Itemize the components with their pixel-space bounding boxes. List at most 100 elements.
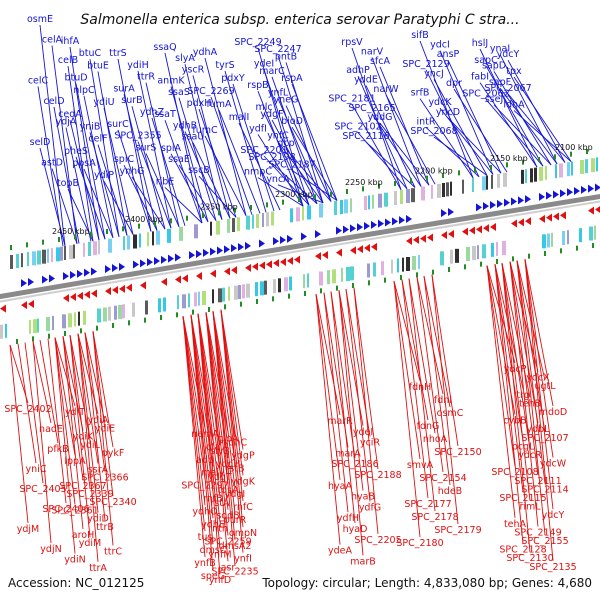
reverse-feature-block <box>194 292 197 307</box>
genome-summary-text: Topology: circular; Length: 4,833,080 bp… <box>261 576 592 590</box>
forward-gene-arrow <box>217 246 223 255</box>
reverse-leader-line <box>205 312 229 562</box>
reverse-gene-arrow <box>406 237 412 245</box>
forward-leader-line <box>447 60 502 174</box>
reverse-gene-label: ydcP <box>504 364 527 375</box>
forward-leader-line <box>83 95 114 238</box>
reverse-gene-arrow <box>245 263 251 272</box>
reverse-leader-line <box>54 337 76 407</box>
reverse-gene-label: rnfC <box>233 502 253 513</box>
reverse-gene-arrow <box>490 223 496 231</box>
forward-feature-block <box>462 179 464 194</box>
forward-gene-label: selD <box>30 137 51 148</box>
reverse-leader-line <box>77 333 99 513</box>
reverse-feature-block <box>97 308 101 323</box>
reverse-feature-block <box>198 291 200 306</box>
scale-tick <box>288 293 290 299</box>
reverse-gene-label: SPC_2339 <box>66 489 113 500</box>
forward-leader-line <box>83 168 114 239</box>
reverse-gene-arrow <box>63 294 69 303</box>
reverse-gene-arrow <box>350 246 356 255</box>
reverse-gene-arrow <box>231 266 237 275</box>
reverse-gene-label: ssrA <box>88 464 109 475</box>
reverse-leader-line <box>54 337 76 456</box>
forward-gene-label: slyA <box>175 53 195 64</box>
reverse-leader-line <box>393 280 421 460</box>
reverse-gene-label: SPC_2405 <box>19 484 66 495</box>
reverse-feature-block <box>496 242 498 256</box>
reverse-feature-block <box>440 251 444 266</box>
scale-tick <box>10 245 12 250</box>
forward-gene-label: rspB <box>247 80 268 91</box>
scale-tick <box>282 199 284 205</box>
reverse-gene-label: ydgT <box>208 472 232 483</box>
forward-feature-block <box>400 190 403 204</box>
reverse-leader-line <box>516 260 546 484</box>
reverse-feature-block <box>397 258 399 273</box>
forward-gene-label: nlpC <box>73 85 95 96</box>
forward-gene-arrow <box>119 262 125 271</box>
reverse-gene-label: osmC <box>437 408 464 419</box>
forward-gene-label: ansP <box>437 49 460 60</box>
forward-leader-line <box>507 59 566 163</box>
reverse-leader-line <box>353 287 379 534</box>
reverse-feature-block <box>319 271 323 286</box>
scale-tick <box>346 189 348 194</box>
forward-gene-label: ribE <box>156 176 175 187</box>
forward-leader-line <box>65 127 92 242</box>
reverse-gene-arrow <box>280 258 286 266</box>
forward-gene-label: yddG <box>367 112 392 123</box>
scale-tick <box>330 191 332 197</box>
forward-gene-label: surB <box>121 95 142 106</box>
forward-feature-block <box>319 203 323 218</box>
reverse-leader-line <box>516 260 546 432</box>
reverse-gene-label: fdnI <box>434 395 452 406</box>
reverse-gene-label: aroH <box>72 530 94 541</box>
reverse-feature-block <box>477 245 479 260</box>
forward-leader-line <box>271 76 318 204</box>
kbp-label: 2250 kbp <box>345 178 383 187</box>
kbp-label: 2150 kbp <box>490 154 528 163</box>
forward-gene-label: ldhA <box>503 100 525 111</box>
forward-leader-line <box>485 99 544 167</box>
forward-gene-label: btuE <box>87 60 109 71</box>
scale-tick <box>106 229 108 234</box>
reverse-gene-label: SPC_2135 <box>529 562 576 573</box>
forward-gene-label: yneG <box>274 95 299 106</box>
forward-gene-arrow <box>231 244 237 253</box>
reverse-gene-label: tehA <box>504 519 527 530</box>
forward-gene-arrow <box>483 202 489 211</box>
kbp-label: 2300 kbp <box>275 190 313 199</box>
reverse-gene-arrow <box>112 286 118 294</box>
reverse-gene-label: SPC_2367 <box>59 481 106 492</box>
forward-gene-arrow <box>476 203 482 212</box>
forward-gene-arrow <box>84 268 90 277</box>
forward-gene-label: srfB <box>411 88 430 99</box>
forward-feature-block <box>302 206 304 221</box>
forward-leader-line <box>257 91 304 207</box>
forward-gene-label: intR <box>417 116 436 127</box>
reverse-gene-label: ydiL <box>80 440 100 451</box>
forward-gene-label: ynfL <box>268 87 289 98</box>
forward-feature-block <box>167 228 171 243</box>
reverse-feature-block <box>33 319 37 334</box>
reverse-leader-line <box>524 259 554 458</box>
reverse-gene-label: tehB <box>519 398 541 409</box>
reverse-gene-label: SPC_2154 <box>419 473 466 484</box>
forward-gene-label: ttrS <box>109 48 126 59</box>
reverse-gene-label: marB <box>350 556 376 567</box>
reverse-feature-block <box>472 246 476 260</box>
reverse-gene-arrow <box>476 225 482 234</box>
forward-feature-block <box>545 165 547 180</box>
forward-gene-label: yncJ <box>424 68 444 79</box>
reverse-feature-block <box>52 316 54 330</box>
forward-leader-line <box>210 96 253 215</box>
forward-leader-line <box>164 52 203 224</box>
reverse-leader-line <box>509 261 539 527</box>
reverse-gene-arrow <box>364 244 370 252</box>
forward-leader-line <box>425 127 480 178</box>
forward-gene-arrow <box>224 245 230 254</box>
forward-gene-label: sapF <box>489 77 511 88</box>
forward-gene-label: sapD <box>482 60 506 71</box>
reverse-leader-line <box>494 264 524 493</box>
